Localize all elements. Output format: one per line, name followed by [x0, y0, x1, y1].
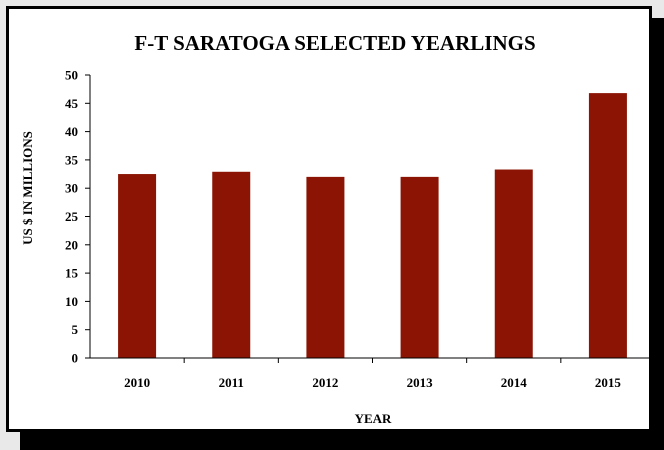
x-tick-label-2012: 2012 — [312, 375, 338, 390]
x-tick-label-2014: 2014 — [501, 375, 528, 390]
y-tick-label: 10 — [65, 294, 78, 309]
y-tick-label: 0 — [72, 351, 79, 366]
bar-2015 — [588, 93, 627, 358]
y-tick-label: 35 — [65, 152, 79, 167]
x-tick-label-2013: 2013 — [407, 375, 434, 390]
y-tick-label: 15 — [65, 266, 79, 281]
bar-2011 — [212, 171, 251, 358]
y-tick-label: 45 — [65, 96, 79, 111]
x-tick-label-2015: 2015 — [595, 375, 622, 390]
x-axis-ticks: 2010 2011 2012 2013 2014 2015 — [124, 358, 656, 390]
bar-2010 — [118, 174, 157, 358]
bars-group — [118, 93, 627, 358]
x-tick-label-2010: 2010 — [124, 375, 150, 390]
y-tick-label: 25 — [65, 209, 79, 224]
bar-2012 — [306, 176, 345, 358]
bar-2014 — [494, 169, 533, 358]
y-tick-label: 20 — [65, 237, 78, 252]
x-tick-label-2011: 2011 — [219, 375, 244, 390]
y-axis-label: US $ IN MILLIONS — [20, 131, 35, 245]
bar-2013 — [400, 176, 439, 358]
y-axis-ticks: 0 5 10 15 20 25 30 35 40 45 50 — [65, 68, 90, 366]
y-tick-label: 50 — [65, 68, 78, 83]
x-axis-label: YEAR — [355, 411, 392, 426]
y-tick-label: 30 — [65, 181, 78, 196]
y-tick-label: 40 — [65, 124, 78, 139]
y-tick-label: 5 — [72, 322, 79, 337]
chart-title: F-T SARATOGA SELECTED YEARLINGS — [134, 31, 535, 55]
